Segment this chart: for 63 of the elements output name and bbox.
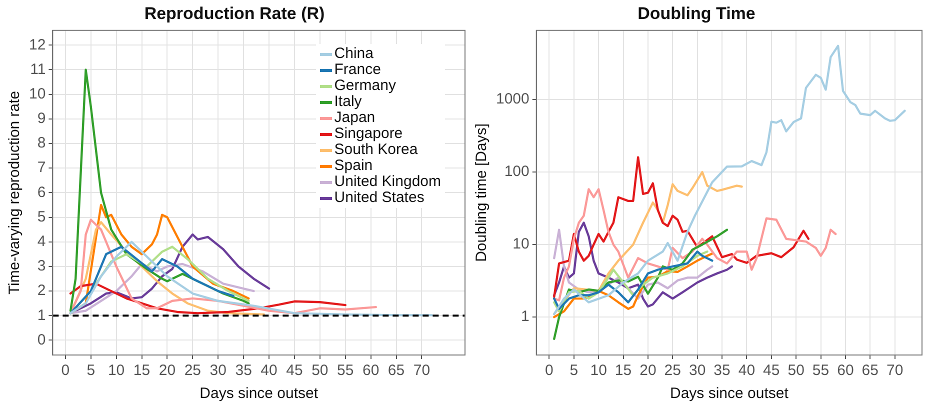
x-tick-label: 35 (714, 362, 730, 380)
legend-label: United Kingdom (334, 173, 441, 190)
y-tick-label: 8 (37, 134, 46, 152)
x-tick-label: 45 (286, 362, 303, 380)
y-tick-label: 1 (521, 308, 530, 326)
y-tick-label: 10 (28, 85, 46, 102)
x-tick-label: 5 (570, 362, 578, 380)
x-tick-label: 70 (413, 362, 430, 380)
x-tick-label: 65 (862, 362, 878, 380)
chart-title: Doubling Time (638, 4, 756, 23)
x-tick-label: 20 (158, 362, 176, 380)
y-axis-title: Doubling time [Days] (473, 123, 490, 262)
legend-label: Spain (334, 157, 373, 174)
x-tick-label: 15 (614, 362, 632, 380)
y-axis-title: Time-varying reproduction rate (6, 90, 24, 295)
x-axis-title: Days since outset (200, 385, 319, 402)
y-tick-label: 7 (37, 159, 46, 176)
x-tick-label: 60 (837, 362, 854, 380)
y-tick-label: 0 (37, 331, 46, 348)
chart-title: Reproduction Rate (R) (144, 4, 325, 23)
y-tick-label: 11 (30, 60, 46, 78)
x-tick-label: 10 (590, 362, 607, 380)
x-tick-label: 55 (812, 362, 830, 380)
y-tick-label: 6 (37, 184, 46, 201)
legend-label: Germany (334, 77, 396, 94)
y-tick-label: 12 (28, 36, 46, 54)
x-tick-label: 5 (86, 362, 96, 380)
x-tick-label: 10 (108, 362, 125, 380)
x-tick-label: 55 (337, 362, 354, 380)
y-tick-label: 10 (512, 236, 530, 253)
x-tick-label: 20 (640, 362, 656, 380)
x-tick-label: 70 (886, 362, 904, 380)
x-axis-title: Days since outset (670, 385, 790, 402)
x-tick-label: 60 (362, 362, 380, 380)
x-tick-label: 65 (388, 362, 405, 380)
legend-label: United States (334, 189, 424, 206)
x-tick-label: 45 (763, 362, 780, 380)
x-tick-label: 40 (738, 362, 756, 380)
x-tick-label: 50 (312, 362, 328, 380)
legend-label: Japan (334, 109, 376, 126)
x-tick-label: 50 (788, 362, 804, 380)
y-tick-label: 4 (37, 233, 46, 250)
legend-label: France (334, 61, 381, 78)
y-tick-label: 2 (37, 282, 46, 300)
x-tick-label: 25 (664, 362, 681, 380)
legend-label: China (334, 45, 374, 62)
x-tick-label: 30 (688, 362, 706, 380)
x-tick-label: 40 (260, 362, 278, 380)
x-tick-label: 0 (545, 362, 554, 380)
y-tick-label: 1000 (496, 90, 530, 108)
x-tick-label: 15 (133, 362, 150, 380)
y-tick-label: 1 (37, 306, 46, 324)
legend-label: Italy (334, 93, 362, 110)
y-tick-label: 100 (504, 163, 530, 180)
legend-label: South Korea (334, 141, 418, 158)
legend-label: Singapore (334, 125, 403, 142)
x-tick-label: 30 (210, 362, 226, 380)
x-tick-label: 25 (184, 362, 202, 380)
y-tick-label: 9 (37, 110, 46, 128)
x-tick-label: 0 (61, 362, 70, 380)
y-tick-label: 3 (37, 258, 46, 275)
x-tick-label: 35 (235, 362, 252, 380)
y-tick-label: 5 (37, 208, 46, 226)
